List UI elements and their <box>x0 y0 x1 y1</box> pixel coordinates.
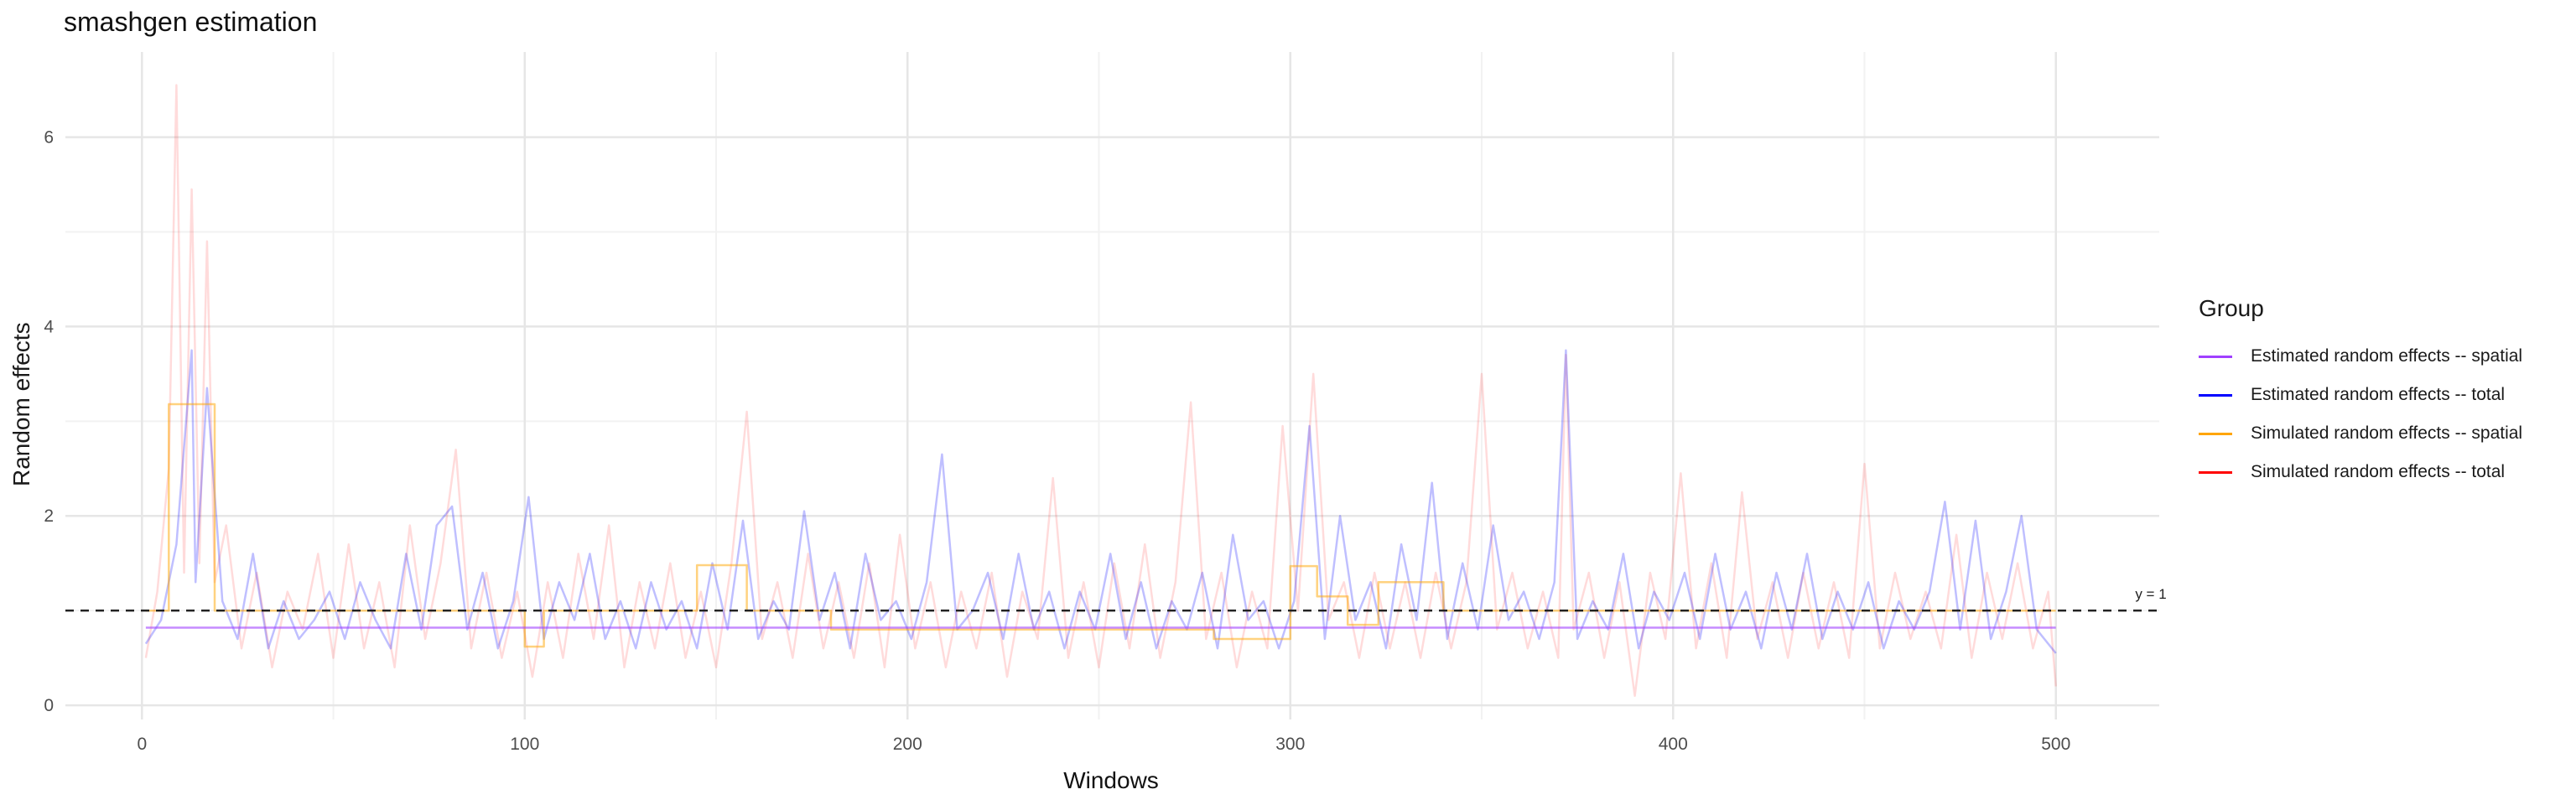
legend-item: Estimated random effects -- total <box>2199 376 2522 414</box>
legend: Group Estimated random effects -- spatia… <box>2199 295 2522 491</box>
reference-line-label: y = 1 <box>2135 586 2166 602</box>
legend-item: Simulated random effects -- total <box>2199 453 2522 491</box>
y-tick-label: 0 <box>44 696 54 715</box>
x-tick-label: 100 <box>510 735 539 754</box>
y-tick-label: 4 <box>44 317 54 336</box>
ticks: 0 100 200 300 400 500 0 2 4 6 <box>44 128 2070 754</box>
x-tick-label: 200 <box>893 735 922 754</box>
x-tick-label: 500 <box>2041 735 2070 754</box>
x-tick-label: 0 <box>137 735 147 754</box>
legend-label: Estimated random effects -- total <box>2251 385 2506 404</box>
x-tick-label: 300 <box>1275 735 1305 754</box>
y-tick-label: 2 <box>44 506 54 526</box>
y-axis-label: Random effects <box>8 322 34 486</box>
legend-label: Estimated random effects -- spatial <box>2251 346 2523 366</box>
legend-key <box>2199 470 2232 474</box>
y-tick-label: 6 <box>44 128 54 148</box>
series-line-simulated-random-effects-total <box>144 84 2057 698</box>
series-layer <box>144 84 2057 698</box>
legend-key <box>2199 355 2232 358</box>
legend-key <box>2199 393 2232 397</box>
legend-item: Estimated random effects -- spatial <box>2199 337 2522 376</box>
legend-title: Group <box>2199 295 2264 321</box>
legend-label: Simulated random effects -- total <box>2251 462 2506 481</box>
legend-item: Simulated random effects -- spatial <box>2199 414 2522 453</box>
grid <box>65 52 2159 719</box>
legend-key <box>2199 432 2232 435</box>
reference-line-group: y = 1 <box>65 586 2167 612</box>
x-axis-label: Windows <box>1063 767 1159 793</box>
chart-title: smashgen estimation <box>64 7 318 37</box>
x-tick-label: 400 <box>1659 735 1688 754</box>
legend-items: Estimated random effects -- spatial Estim… <box>2199 337 2522 491</box>
legend-label: Simulated random effects -- spatial <box>2251 423 2523 443</box>
